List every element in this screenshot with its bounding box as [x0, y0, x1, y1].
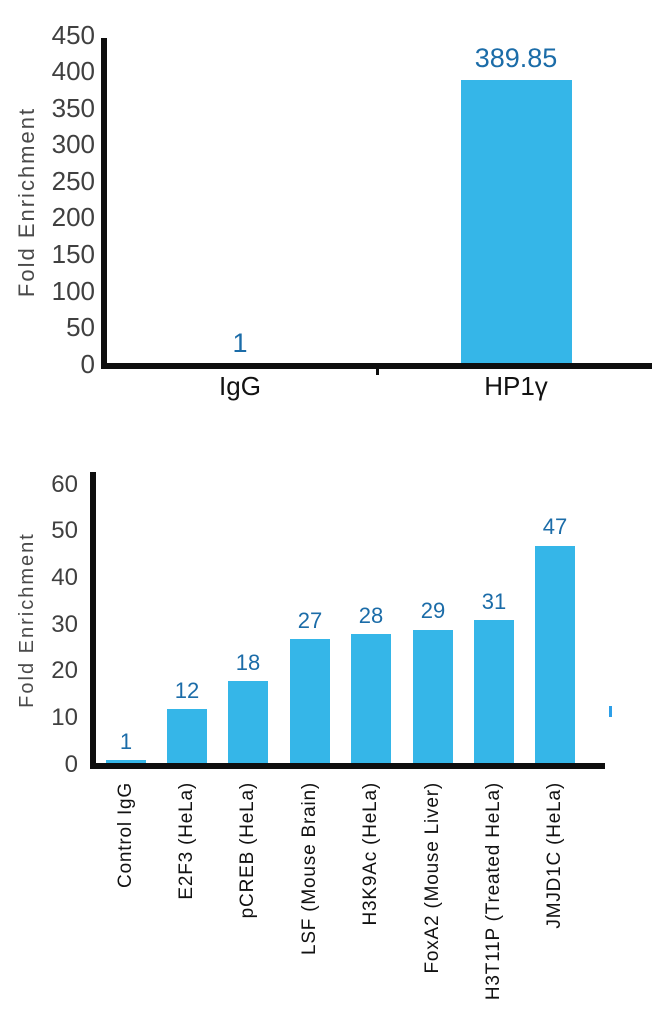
y-tick-label: 250 [51, 165, 95, 196]
bar-pcreb-hela [228, 681, 268, 765]
x-category-label: pCREB (HeLa) [237, 782, 258, 919]
x-category-label: JMJD1C (HeLa) [544, 782, 565, 929]
y-tick-label: 450 [51, 19, 95, 50]
x-axis-line [101, 363, 652, 369]
x-category-label: Control IgG [115, 782, 136, 888]
bar-value-label: 12 [174, 677, 200, 703]
y-tick-label: 400 [51, 56, 95, 87]
y-tick-label: 200 [51, 202, 95, 233]
bar-value-label: 27 [297, 607, 323, 633]
y-axis-line [101, 38, 107, 368]
bar-value-label: 29 [420, 598, 446, 624]
y-tick-label: 30 [51, 610, 78, 638]
bar-jmjd1c-hela [535, 545, 575, 765]
bar-value-label: 389.85 [474, 43, 558, 74]
x-category-label: HP1γ [484, 371, 548, 401]
bar-value-label: 31 [481, 589, 507, 615]
x-category-label: LSF (Mouse Brain) [299, 782, 320, 956]
y-tick-label: 350 [51, 92, 95, 123]
bar-value-label: 1 [119, 729, 133, 755]
y-tick-label: 0 [64, 750, 78, 778]
bar-hp1 [460, 79, 572, 365]
y-tick-label: 60 [51, 470, 78, 498]
y-tick-label: 50 [66, 312, 95, 343]
y-tick-label: 100 [51, 275, 95, 306]
bar-h3t11p-treated-hela [474, 620, 514, 765]
stray-blue-dash [609, 706, 612, 717]
x-category-label: H3T11P (Treated HeLa) [483, 782, 504, 1001]
y-tick-label: 40 [51, 564, 78, 592]
x-axis-tick [376, 369, 379, 375]
x-category-label: H3K9Ac (HeLa) [360, 782, 381, 926]
bar-value-label: 28 [358, 603, 384, 629]
y-axis-line [90, 472, 96, 768]
bar-e2f3-hela [167, 709, 207, 765]
y-tick-label: 0 [80, 348, 95, 379]
x-category-label: FoxA2 (Mouse Liver) [422, 782, 443, 974]
x-category-label: E2F3 (HeLa) [176, 782, 197, 900]
y-tick-label: 10 [51, 704, 78, 732]
bar-lsf-mouse-brain [290, 639, 330, 765]
bar-value-label: 1 [232, 327, 248, 358]
bar-control-igg [106, 760, 146, 765]
bar-foxa2-mouse-liver [413, 629, 453, 765]
y-tick-label: 50 [51, 517, 78, 545]
y-tick-label: 20 [51, 657, 78, 685]
y-tick-label: 150 [51, 239, 95, 270]
bar-value-label: 18 [235, 649, 261, 675]
x-category-label: IgG [219, 371, 261, 401]
bar-h3k9ac-hela [351, 634, 391, 765]
bar-value-label: 47 [542, 514, 568, 540]
x-axis-line [90, 763, 605, 769]
y-tick-label: 300 [51, 129, 95, 160]
